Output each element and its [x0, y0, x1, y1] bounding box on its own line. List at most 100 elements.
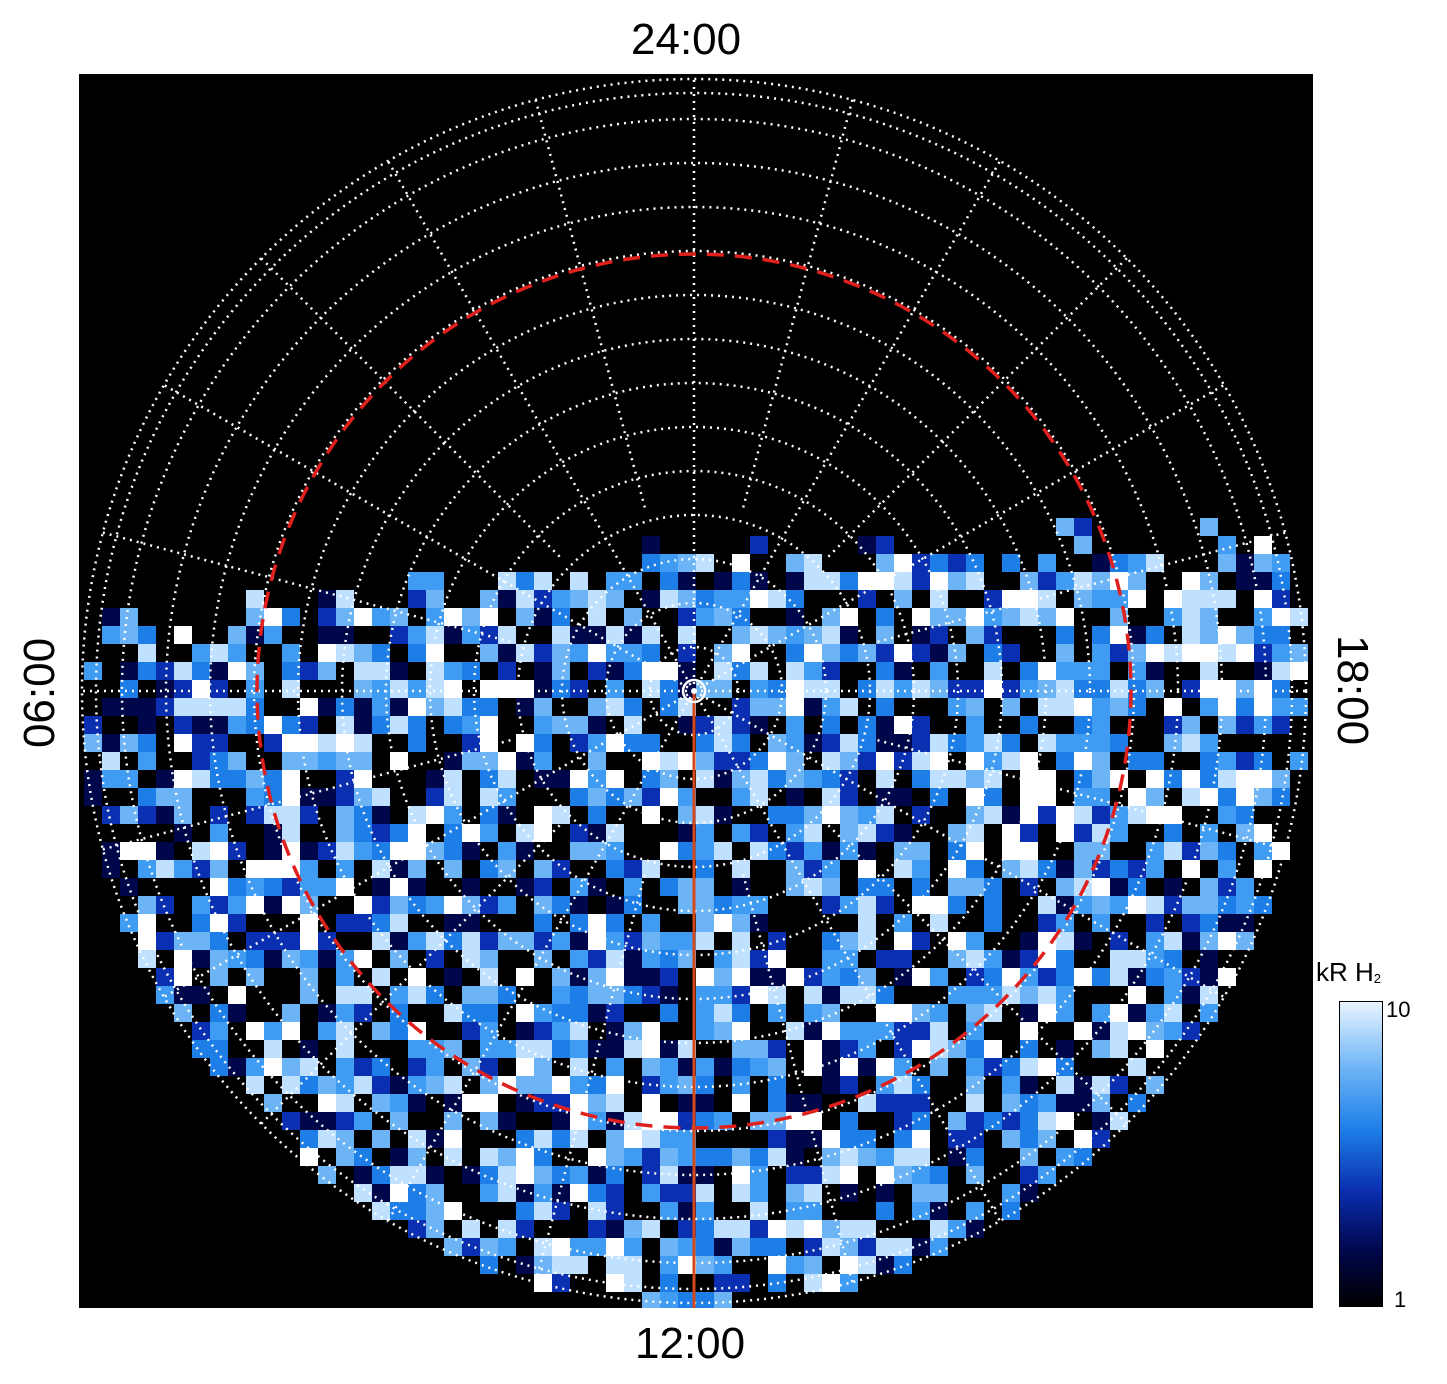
emission-cell: [606, 1130, 624, 1148]
emission-cell: [534, 716, 552, 734]
emission-cell: [1056, 986, 1074, 1004]
emission-cell: [858, 572, 876, 590]
emission-cell: [426, 626, 444, 644]
emission-cell: [1164, 986, 1182, 1004]
emission-cell: [930, 608, 948, 626]
emission-cell: [336, 806, 354, 824]
emission-cell: [1092, 734, 1110, 752]
emission-cell: [678, 626, 696, 644]
emission-cell: [732, 1148, 750, 1166]
emission-cell: [1146, 1004, 1164, 1022]
emission-cell: [804, 698, 822, 716]
emission-cell: [534, 1130, 552, 1148]
emission-cell: [912, 842, 930, 860]
emission-cell: [804, 644, 822, 662]
emission-cell: [750, 824, 768, 842]
emission-cell: [714, 1004, 732, 1022]
emission-cell: [534, 644, 552, 662]
emission-cell: [246, 1076, 264, 1094]
emission-cell: [1038, 590, 1056, 608]
emission-cell: [786, 752, 804, 770]
emission-cell: [480, 590, 498, 608]
emission-cell: [1290, 662, 1308, 680]
emission-cell: [372, 878, 390, 896]
emission-cell: [912, 734, 930, 752]
emission-cell: [750, 1238, 768, 1256]
emission-cell: [642, 1130, 660, 1148]
emission-cell: [336, 698, 354, 716]
emission-cell: [210, 968, 228, 986]
emission-cell: [282, 644, 300, 662]
emission-cell: [912, 1184, 930, 1202]
emission-cell: [606, 896, 624, 914]
local-time-label-right: 18:00: [1328, 634, 1377, 746]
emission-cell: [1218, 536, 1236, 554]
emission-cell: [678, 572, 696, 590]
emission-cell: [1146, 626, 1164, 644]
emission-cell: [876, 1166, 894, 1184]
emission-cell: [498, 842, 516, 860]
emission-cell: [516, 572, 534, 590]
emission-cell: [714, 1292, 732, 1308]
emission-cell: [660, 1256, 678, 1274]
emission-cell: [1164, 932, 1182, 950]
emission-cell: [732, 1166, 750, 1184]
emission-cell: [894, 572, 912, 590]
emission-cell: [804, 1058, 822, 1076]
emission-cell: [606, 1022, 624, 1040]
emission-cell: [1164, 968, 1182, 986]
emission-cell: [1038, 788, 1056, 806]
emission-cell: [480, 1076, 498, 1094]
emission-cell: [354, 842, 372, 860]
emission-cell: [480, 1166, 498, 1184]
emission-cell: [588, 968, 606, 986]
emission-cell: [1200, 770, 1218, 788]
emission-cell: [678, 1076, 696, 1094]
emission-cell: [480, 896, 498, 914]
emission-cell: [588, 1076, 606, 1094]
emission-cell: [264, 716, 282, 734]
emission-cell: [336, 1094, 354, 1112]
emission-cell: [354, 662, 372, 680]
emission-cell: [570, 644, 588, 662]
emission-cell: [696, 896, 714, 914]
emission-cell: [516, 734, 534, 752]
emission-cell: [624, 1112, 642, 1130]
emission-cell: [876, 662, 894, 680]
emission-cell: [480, 1004, 498, 1022]
emission-cell: [858, 896, 876, 914]
emission-cell: [1092, 914, 1110, 932]
emission-cell: [1110, 734, 1128, 752]
emission-cell: [732, 752, 750, 770]
emission-cell: [534, 914, 552, 932]
emission-cell: [156, 932, 174, 950]
emission-cell: [930, 770, 948, 788]
emission-cell: [282, 788, 300, 806]
emission-cell: [408, 1040, 426, 1058]
emission-cell: [1092, 770, 1110, 788]
emission-cell: [390, 1184, 408, 1202]
emission-cell: [336, 1112, 354, 1130]
emission-cell: [840, 842, 858, 860]
emission-cell: [624, 698, 642, 716]
emission-cell: [660, 878, 678, 896]
emission-cell: [480, 950, 498, 968]
emission-cell: [894, 1076, 912, 1094]
emission-cell: [498, 1040, 516, 1058]
emission-cell: [300, 698, 318, 716]
emission-cell: [768, 950, 786, 968]
emission-cell: [840, 1130, 858, 1148]
emission-cell: [534, 608, 552, 626]
emission-cell: [210, 662, 228, 680]
emission-cell: [408, 824, 426, 842]
emission-cell: [426, 1130, 444, 1148]
emission-cell: [876, 1004, 894, 1022]
emission-cell: [858, 1148, 876, 1166]
emission-cell: [390, 662, 408, 680]
emission-cell: [660, 986, 678, 1004]
emission-cell: [840, 752, 858, 770]
emission-cell: [696, 590, 714, 608]
emission-cell: [372, 662, 390, 680]
emission-cell: [192, 986, 210, 1004]
emission-cell: [966, 932, 984, 950]
